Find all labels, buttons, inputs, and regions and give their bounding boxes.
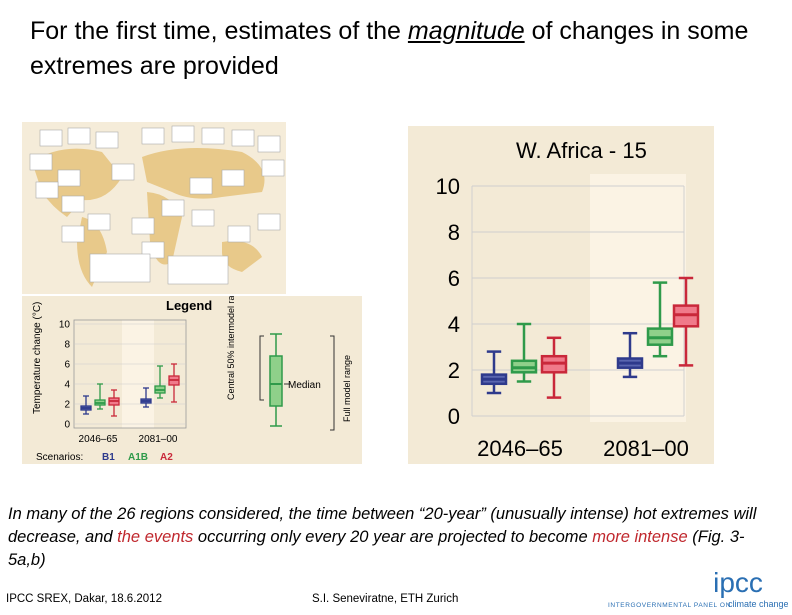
world-map-thumbnail [22, 122, 286, 294]
legend-ylabel: Temperature change (°C) [32, 302, 43, 414]
logo-tagline-a: INTERGOVERNMENTAL PANEL ON [608, 602, 731, 609]
legend-shade [122, 320, 154, 428]
legend-example-box [269, 355, 283, 407]
footer-left: IPCC SREX, Dakar, 18.6.2012 [6, 593, 162, 605]
legend-scenarios-label: Scenarios: [36, 452, 83, 463]
ipcc-logo-graphic: ipcc INTERGOVERNMENTAL PANEL ON climate … [608, 567, 789, 609]
legend-period-1: 2046–65 [79, 434, 118, 445]
y-tick-4: 4 [448, 312, 460, 337]
world-map-graphic [29, 125, 285, 287]
legend-scenario-b1: B1 [102, 452, 115, 463]
caption-part2: occurring only every 20 year are project… [193, 528, 593, 546]
legend-median-label: Median [288, 380, 321, 391]
caption-red-events: the events [117, 528, 194, 546]
title-part2: of changes in some extremes are provided [30, 17, 749, 80]
footer-center: S.I. Seneviratne, ETH Zurich [312, 593, 459, 605]
central-range-bracket [259, 335, 264, 401]
legend-axes-frame [73, 319, 187, 429]
slide-title: For the first time, estimates of the mag… [30, 14, 770, 84]
chart-panel: W. Africa - 15 10 8 6 4 2 0 2046–65 2081–00 [408, 126, 714, 464]
legend-y-tick-6: 6 [64, 360, 70, 371]
legend-y-tick-2: 2 [64, 400, 70, 411]
legend-title: Legend [166, 298, 212, 313]
title-emphasis: magnitude [407, 17, 525, 45]
y-tick-10: 10 [436, 174, 460, 199]
legend-y-tick-10: 10 [59, 320, 71, 331]
legend-y-tick-4: 4 [64, 380, 70, 391]
y-tick-0: 0 [448, 404, 460, 429]
chart-category-2: 2081–00 [603, 436, 689, 461]
caption-part1: In many of the 26 regions considered, th… [8, 505, 757, 546]
y-tick-2: 2 [448, 358, 460, 383]
y-tick-6: 6 [448, 266, 460, 291]
chart-category-1: 2046–65 [477, 436, 563, 461]
y-tick-8: 8 [448, 220, 460, 245]
caption-red-intense: more intense [592, 528, 688, 546]
legend-period-2: 2081–00 [139, 434, 178, 445]
chart-shade [590, 174, 686, 422]
full-range-bracket [330, 335, 335, 431]
ipcc-logo: ipcc INTERGOVERNMENTAL PANEL ON climate … [606, 566, 789, 610]
box-plot-chart: W. Africa - 15 10 8 6 4 2 0 2046–65 2081–00 [436, 138, 700, 461]
legend-central-label: Central 50% intermodel range [226, 296, 236, 400]
legend-scenario-a2: A2 [160, 452, 173, 463]
logo-tagline-b: climate change [728, 599, 788, 609]
title-part1: For the first time, estimates of the [30, 17, 408, 45]
legend-panel: 10 8 6 4 2 0 Temperature change (°C) 2046–65 … [22, 280, 362, 464]
legend-y-tick-0: 0 [64, 420, 70, 431]
logo-wordmark: ipcc [713, 567, 763, 598]
legend-full-label: Full model range [342, 355, 352, 422]
caption-part3: (Fig. 3-5a,b) [8, 528, 745, 569]
slide-caption: In many of the 26 regions considered, th… [8, 503, 778, 572]
chart-title: W. Africa - 15 [516, 138, 647, 163]
legend-y-tick-8: 8 [64, 340, 70, 351]
legend-scenario-a1b: A1B [128, 452, 148, 463]
